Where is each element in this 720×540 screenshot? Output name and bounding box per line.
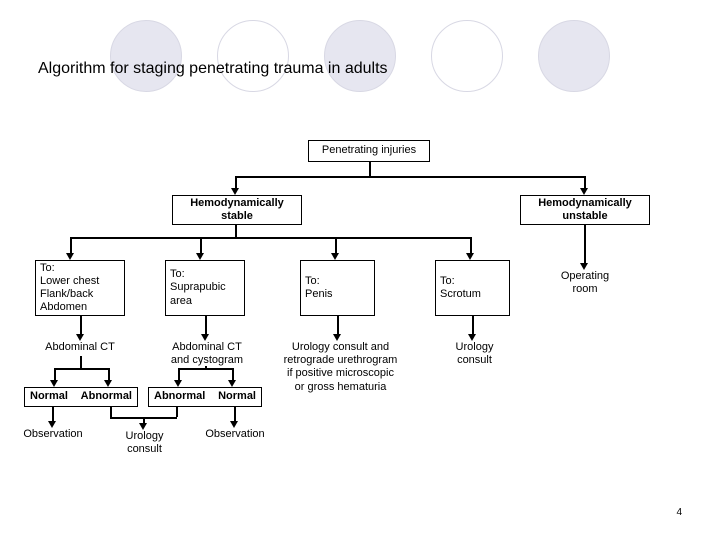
decorative-circles bbox=[0, 20, 720, 92]
label-urology-retrograde: Urology consult and retrograde urethrogr… bbox=[278, 341, 403, 394]
node-to-suprapubic: To: Suprapubic area bbox=[165, 260, 245, 316]
connector bbox=[54, 368, 109, 370]
connector bbox=[335, 237, 337, 253]
arrow bbox=[331, 253, 339, 260]
arrow bbox=[201, 334, 209, 341]
connector bbox=[178, 368, 180, 380]
connector bbox=[70, 237, 72, 253]
connector bbox=[235, 176, 237, 188]
connector bbox=[200, 237, 202, 253]
label-normal: Normal bbox=[30, 390, 68, 403]
arrow bbox=[50, 380, 58, 387]
connector bbox=[235, 176, 585, 178]
connector bbox=[108, 368, 110, 380]
label-abnormal-2: Abnormal bbox=[154, 390, 205, 403]
arrow bbox=[76, 334, 84, 341]
connector bbox=[205, 366, 207, 368]
arrow bbox=[139, 423, 147, 430]
arrow bbox=[228, 380, 236, 387]
arrow bbox=[196, 253, 204, 260]
circle-1 bbox=[110, 20, 182, 92]
connector bbox=[472, 316, 474, 334]
connector bbox=[232, 368, 234, 380]
arrow bbox=[333, 334, 341, 341]
circle-3 bbox=[324, 20, 396, 92]
circle-4 bbox=[431, 20, 503, 92]
label-normal-2: Normal bbox=[218, 390, 256, 403]
connector bbox=[52, 407, 54, 421]
node-to-scrotum: To: Scrotum bbox=[435, 260, 510, 316]
page-number: 4 bbox=[676, 507, 682, 518]
arrow bbox=[230, 421, 238, 428]
connector bbox=[584, 225, 586, 263]
connector bbox=[80, 356, 82, 368]
connector bbox=[70, 237, 470, 239]
node-to-penis: To: Penis bbox=[300, 260, 375, 316]
label-abnormal: Abnormal bbox=[81, 390, 132, 403]
arrow bbox=[580, 188, 588, 195]
connector bbox=[584, 176, 586, 188]
arrow bbox=[231, 188, 239, 195]
node-root: Penetrating injuries bbox=[308, 140, 430, 162]
label-abdominal-ct: Abdominal CT bbox=[35, 341, 125, 354]
circle-2 bbox=[217, 20, 289, 92]
node-abnormal-normal-2: Abnormal Normal bbox=[148, 387, 262, 407]
connector bbox=[110, 407, 112, 417]
page-title: Algorithm for staging penetrating trauma… bbox=[38, 60, 388, 78]
label-observation-2: Observation bbox=[202, 428, 268, 441]
connector bbox=[205, 316, 207, 334]
label-operating-room: Operating room bbox=[550, 270, 620, 296]
connector bbox=[369, 162, 371, 176]
flowchart: Penetrating injuries Hemodynamically sta… bbox=[40, 140, 680, 480]
node-unstable: Hemodynamically unstable bbox=[520, 195, 650, 225]
arrow bbox=[66, 253, 74, 260]
node-to-lowerchest: To: Lower chest Flank/back Abdomen bbox=[35, 260, 125, 316]
connector bbox=[176, 407, 178, 417]
label-abct-cystogram: Abdominal CT and cystogram bbox=[162, 341, 252, 367]
node-stable: Hemodynamically stable bbox=[172, 195, 302, 225]
connector bbox=[470, 237, 472, 253]
arrow bbox=[580, 263, 588, 270]
node-normal-abnormal-1: Normal Abnormal bbox=[24, 387, 138, 407]
connector bbox=[80, 316, 82, 334]
connector bbox=[54, 368, 56, 380]
arrow bbox=[48, 421, 56, 428]
arrow bbox=[174, 380, 182, 387]
arrow bbox=[104, 380, 112, 387]
arrow bbox=[466, 253, 474, 260]
label-urology-consult-2: Urology consult bbox=[112, 430, 177, 456]
arrow bbox=[468, 334, 476, 341]
connector bbox=[337, 316, 339, 334]
connector bbox=[178, 368, 233, 370]
label-observation-1: Observation bbox=[20, 428, 86, 441]
connector bbox=[235, 225, 237, 237]
label-urology-consult: Urology consult bbox=[442, 341, 507, 367]
circle-5 bbox=[538, 20, 610, 92]
connector bbox=[234, 407, 236, 421]
